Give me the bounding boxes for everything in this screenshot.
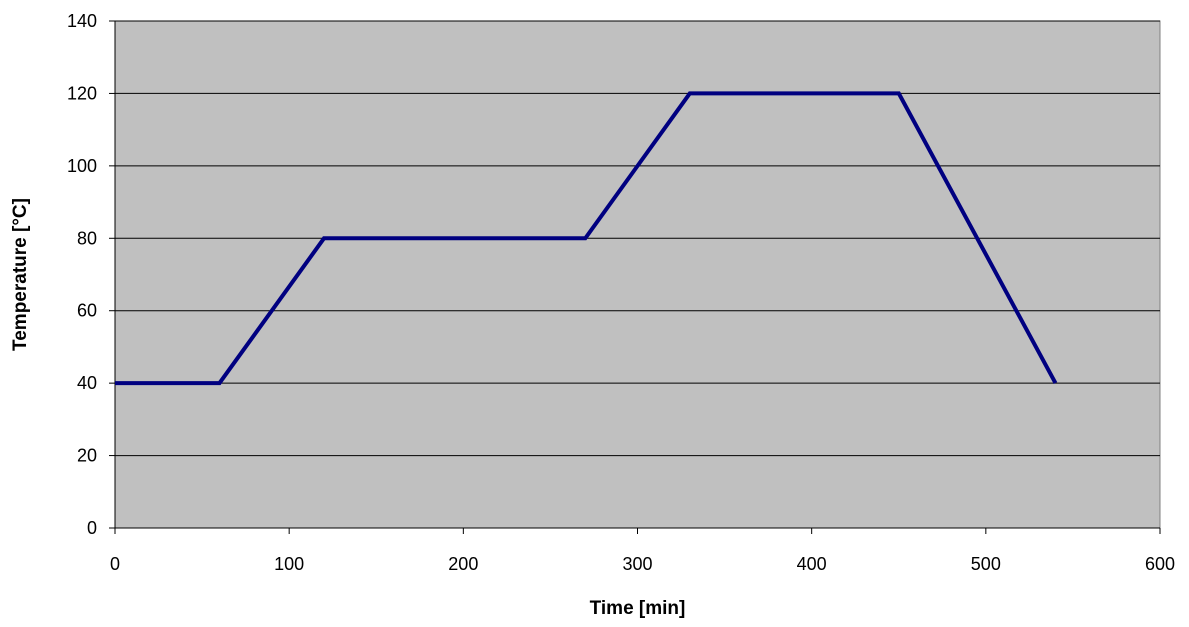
series-layer: [115, 91, 1058, 386]
y-tick-label: 80: [77, 228, 97, 248]
y-tick-label: 20: [77, 446, 97, 466]
series-line-0: [115, 91, 1058, 386]
x-tick-label: 200: [448, 554, 478, 574]
x-axis-title: Time [min]: [590, 598, 686, 619]
y-axis-title: Temperature [°C]: [10, 198, 31, 351]
axes: [109, 20, 1161, 534]
plot-area: [114, 20, 1161, 529]
y-tick-label: 40: [77, 373, 97, 393]
x-tick-label: 300: [622, 554, 652, 574]
tick-labels: 0 20 40 60 80 100 120 140 0 100 200 300 400 500 600: [67, 11, 1175, 574]
y-tick-label: 60: [77, 301, 97, 321]
x-tick-label: 400: [797, 554, 827, 574]
y-tick-label: 0: [87, 518, 97, 538]
y-tick-label: 120: [67, 83, 97, 103]
x-tick-label: 500: [971, 554, 1001, 574]
y-tick-label: 100: [67, 156, 97, 176]
y-tick-label: 140: [67, 11, 97, 31]
x-tick-label: 600: [1145, 554, 1175, 574]
x-tick-label: 100: [274, 554, 304, 574]
x-tick-label: 0: [110, 554, 120, 574]
